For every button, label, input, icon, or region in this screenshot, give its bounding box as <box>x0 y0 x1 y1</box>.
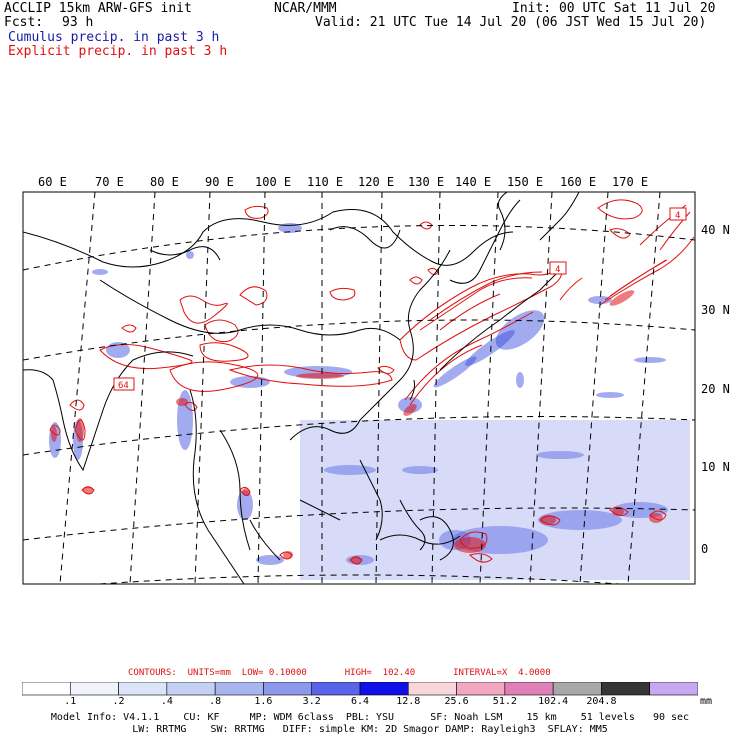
colorbar-swatch <box>263 682 313 696</box>
colorbar-tick-label: .1 <box>64 696 77 707</box>
longitude-labels: 60 E 70 E 80 E 90 E 100 E 110 E 120 E 130 E 140 … <box>38 175 648 189</box>
colorbar <box>22 682 698 696</box>
lon-label: 170 E <box>612 175 648 189</box>
colorbar-swatch <box>649 682 698 696</box>
colorbar-tick-label: 6.4 <box>350 696 370 707</box>
cumulus-precip-speckle <box>300 420 690 580</box>
lon-label: 80 E <box>150 175 179 189</box>
colorbar-tick-label: .8 <box>209 696 222 707</box>
lon-label: 120 E <box>358 175 394 189</box>
colorbar-tick-label: 1.6 <box>254 696 273 707</box>
colorbar-tick-label: 25.6 <box>444 696 469 707</box>
lon-label: 90 E <box>205 175 234 189</box>
lon-label: 70 E <box>95 175 124 189</box>
max-marker-label: 64 <box>118 381 129 391</box>
colorbar-tick-label: 102.4 <box>538 696 569 707</box>
explicit-precip-layer <box>49 199 695 565</box>
cumulus-label: Cumulus precip. in past 3 h <box>8 30 220 45</box>
valid-text: Valid: 21 UTC Tue 14 Jul 20 (06 JST Wed … <box>315 15 707 30</box>
lon-label: 110 E <box>307 175 343 189</box>
colorbar-tick-label: 12.8 <box>396 696 421 707</box>
colorbar-swatch <box>22 682 71 696</box>
colorbar-swatch <box>311 682 361 696</box>
init-text: Init: 00 UTC Sat 11 Jul 20 <box>512 1 716 16</box>
lat-label: 0 <box>701 542 708 556</box>
model-info-line1: Model Info: V4.1.1 CU: KF MP: WDM 6class… <box>50 712 690 723</box>
colorbar-unit: mm <box>700 696 713 707</box>
model-info-line2: LW: RRTMG SW: RRTMG DIFF: simple KM: 2D … <box>132 724 608 735</box>
colorbar-tick-label: 3.2 <box>302 696 321 707</box>
center-text: NCAR/MMM <box>274 1 337 16</box>
colorbar-tick-label: .2 <box>112 696 125 707</box>
coastlines <box>23 192 580 584</box>
lon-label: 130 E <box>408 175 444 189</box>
colorbar-swatch <box>407 682 457 696</box>
lat-label: 40 N <box>701 223 730 237</box>
lon-label: 160 E <box>560 175 596 189</box>
lon-label: 150 E <box>507 175 543 189</box>
colorbar-swatch <box>359 682 409 696</box>
colorbar-tick-label: 204.8 <box>586 696 617 707</box>
max-marker-label: 4 <box>675 211 680 221</box>
explicit-precip-fill <box>51 290 663 564</box>
max-markers: 4 4 64 <box>113 207 687 391</box>
fcst-value: 93 h <box>62 15 94 30</box>
contours-legend: CONTOURS: UNITS=mm LOW= 0.10000 HIGH= 10… <box>128 668 551 678</box>
colorbar-swatch <box>456 682 506 696</box>
colorbar-swatch <box>552 682 602 696</box>
colorbar-tick-label: .4 <box>160 696 173 707</box>
max-marker-label: 4 <box>555 265 560 275</box>
fcst-label: Fcst: <box>4 15 44 30</box>
lat-label: 20 N <box>701 382 730 396</box>
colorbar-labels: .1 .2 .4 .8 1.6 3.2 6.4 12.8 25.6 51.2 102.4 204.8 <box>0 696 740 708</box>
colorbar-swatch <box>601 682 651 696</box>
latitude-labels: 40 N 30 N 20 N 10 N 0 <box>701 223 730 556</box>
lon-label: 140 E <box>455 175 491 189</box>
colorbar-swatch <box>166 682 216 696</box>
precip-map: 60 E 70 E 80 E 90 E 100 E 110 E 120 E 130 E 140 … <box>22 175 730 585</box>
lat-label: 10 N <box>701 460 730 474</box>
colorbar-swatch <box>118 682 168 696</box>
explicit-label: Explicit precip. in past 3 h <box>8 44 228 59</box>
lon-label: 60 E <box>38 175 67 189</box>
lon-label: 100 E <box>255 175 291 189</box>
colorbar-swatch <box>214 682 264 696</box>
colorbar-swatch <box>69 682 119 696</box>
map-frame <box>22 191 696 585</box>
title-text: ACCLIP 15km ARW-GFS init <box>4 1 192 16</box>
colorbar-tick-label: 51.2 <box>492 696 517 707</box>
colorbar-swatch <box>504 682 554 696</box>
lat-label: 30 N <box>701 303 730 317</box>
